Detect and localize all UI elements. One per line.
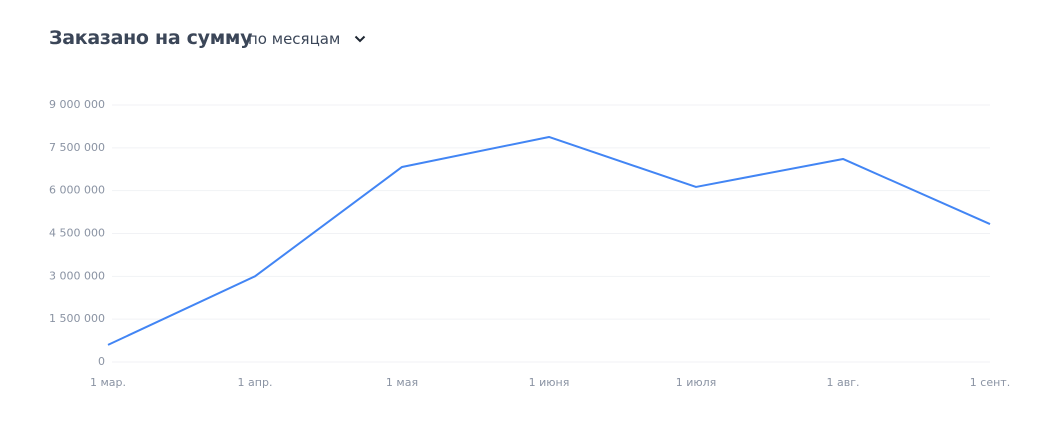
x-tick-label: 1 мая [386, 376, 418, 389]
y-tick-label: 0 [98, 355, 105, 368]
x-tick-label: 1 сент. [970, 376, 1010, 389]
x-tick-label: 1 апр. [238, 376, 273, 389]
y-tick-label: 7 500 000 [49, 141, 105, 154]
y-tick-label: 9 000 000 [49, 98, 105, 111]
y-tick-label: 1 500 000 [49, 312, 105, 325]
period-dropdown[interactable]: по месяцам [248, 30, 366, 48]
y-tick-label: 3 000 000 [49, 269, 105, 282]
x-tick-label: 1 авг. [827, 376, 860, 389]
chevron-icon [355, 35, 366, 43]
x-tick-label: 1 июня [529, 376, 570, 389]
data-line [107, 135, 991, 346]
x-tick-label: 1 мар. [90, 376, 126, 389]
chart-title: Заказано на сумму [49, 27, 253, 49]
dropdown-label: по месяцам [248, 30, 341, 48]
x-tick-label: 1 июля [676, 376, 717, 389]
y-tick-label: 4 500 000 [49, 227, 105, 240]
y-tick-label: 6 000 000 [49, 184, 105, 197]
